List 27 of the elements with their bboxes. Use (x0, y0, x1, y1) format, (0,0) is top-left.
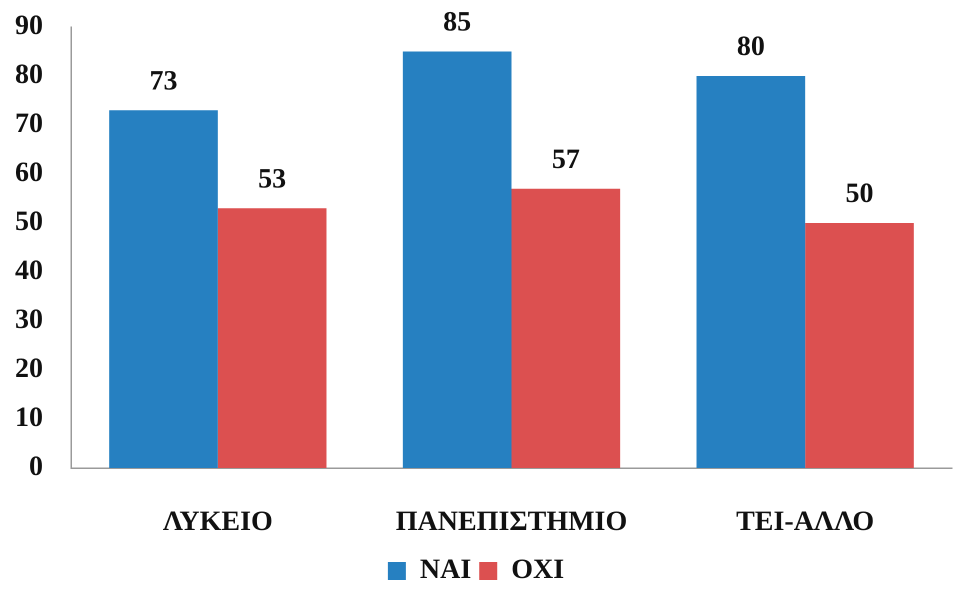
bar (402, 52, 512, 468)
y-tick-label: 60 (15, 157, 43, 188)
data-label: 57 (552, 144, 580, 175)
legend-label: ΟΧΙ (511, 554, 564, 586)
data-label: 73 (150, 66, 178, 97)
y-tick-label: 0 (29, 451, 43, 482)
y-tick-label: 30 (15, 304, 43, 336)
x-tick-label: ΠΑΝΕΠΙΣΤΗΜΙΟ (396, 506, 628, 538)
bar (696, 76, 806, 468)
data-label: 85 (443, 6, 472, 38)
y-tick-label: 20 (15, 353, 43, 384)
x-tick-label: ΛΥΚΕΙΟ (162, 506, 273, 538)
y-tick-label: 10 (15, 402, 43, 434)
y-tick-label: 80 (15, 59, 43, 90)
bar (512, 188, 620, 468)
data-label: 80 (736, 31, 765, 62)
y-tick-label: 70 (15, 108, 43, 140)
y-tick-label: 40 (15, 255, 43, 286)
y-tick-label: 90 (15, 10, 43, 42)
bar (218, 208, 326, 468)
data-label: 53 (258, 164, 286, 195)
y-tick-label: 50 (15, 206, 43, 238)
legend-label: ΝΑΙ (420, 554, 472, 586)
data-label: 50 (845, 178, 874, 210)
bar (805, 223, 914, 468)
bar (109, 110, 218, 468)
x-tick-label: ΤΕΙ-ΑΛΛΟ (736, 506, 874, 538)
